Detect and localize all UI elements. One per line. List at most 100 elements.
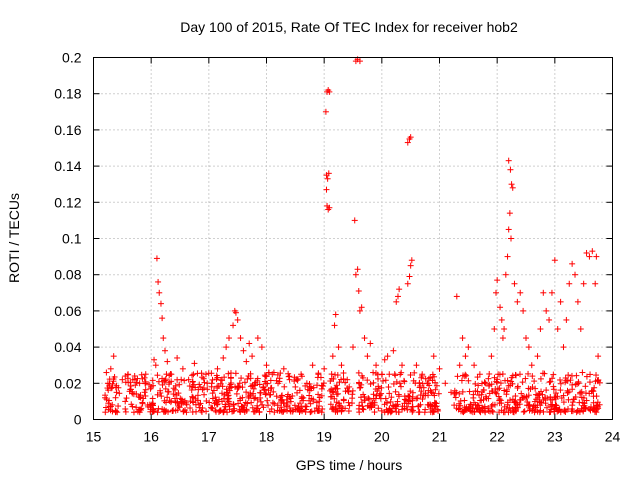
data-point bbox=[328, 371, 335, 378]
data-point bbox=[106, 403, 113, 410]
data-point bbox=[546, 379, 553, 386]
data-point bbox=[506, 210, 513, 217]
data-point bbox=[201, 379, 208, 386]
data-point bbox=[563, 316, 570, 323]
data-point bbox=[320, 380, 327, 387]
data-point bbox=[103, 369, 110, 376]
data-point bbox=[544, 395, 551, 402]
data-point bbox=[203, 397, 210, 404]
data-point bbox=[170, 391, 177, 398]
data-point bbox=[141, 374, 148, 381]
data-point bbox=[338, 362, 345, 369]
data-point bbox=[389, 402, 396, 409]
data-point bbox=[574, 298, 581, 305]
data-point bbox=[133, 404, 140, 411]
data-point bbox=[422, 375, 429, 382]
data-point bbox=[418, 388, 425, 395]
data-point bbox=[534, 353, 541, 360]
data-point bbox=[491, 374, 498, 381]
data-point bbox=[520, 307, 527, 314]
data-point bbox=[495, 393, 502, 400]
data-point bbox=[310, 384, 317, 391]
data-point bbox=[215, 383, 222, 390]
data-point bbox=[551, 394, 558, 401]
data-point bbox=[485, 375, 492, 382]
data-point bbox=[382, 377, 389, 384]
data-point bbox=[593, 253, 600, 260]
data-point bbox=[518, 390, 525, 397]
data-point bbox=[241, 379, 248, 386]
data-point bbox=[479, 404, 486, 411]
data-point bbox=[112, 409, 119, 416]
data-point bbox=[407, 371, 414, 378]
data-point bbox=[149, 377, 156, 384]
data-point bbox=[249, 404, 256, 411]
data-point bbox=[359, 403, 366, 410]
data-point bbox=[356, 409, 363, 416]
data-point bbox=[213, 399, 220, 406]
data-point bbox=[523, 402, 530, 409]
data-point bbox=[291, 402, 298, 409]
data-point bbox=[138, 371, 145, 378]
data-point bbox=[159, 315, 166, 322]
data-point bbox=[588, 403, 595, 410]
data-point bbox=[132, 382, 139, 389]
data-point bbox=[569, 399, 576, 406]
data-point bbox=[280, 365, 287, 372]
data-point bbox=[358, 372, 365, 379]
data-point bbox=[263, 362, 270, 369]
data-point bbox=[235, 384, 242, 391]
data-point bbox=[109, 380, 116, 387]
data-point bbox=[223, 344, 230, 351]
data-point bbox=[164, 394, 171, 401]
data-point bbox=[528, 362, 535, 369]
data-point bbox=[254, 335, 261, 342]
data-point bbox=[241, 402, 248, 409]
data-point bbox=[331, 322, 338, 329]
data-point bbox=[224, 396, 231, 403]
data-point bbox=[168, 371, 175, 378]
data-point bbox=[170, 407, 177, 414]
data-point bbox=[435, 390, 442, 397]
data-point bbox=[501, 387, 508, 394]
data-point bbox=[554, 326, 561, 332]
data-point bbox=[183, 409, 190, 416]
data-point bbox=[504, 401, 511, 408]
data-point bbox=[326, 88, 333, 95]
data-point bbox=[395, 409, 402, 416]
data-point bbox=[345, 408, 352, 415]
data-point bbox=[511, 280, 518, 287]
data-point bbox=[508, 181, 515, 188]
data-point bbox=[407, 134, 414, 141]
data-point bbox=[531, 378, 538, 385]
data-point bbox=[424, 401, 431, 408]
data-point bbox=[263, 390, 270, 397]
data-point bbox=[237, 335, 244, 342]
data-point bbox=[580, 280, 587, 287]
data-point bbox=[411, 369, 418, 376]
data-point bbox=[412, 380, 419, 387]
data-point bbox=[594, 377, 601, 384]
data-point bbox=[475, 382, 482, 389]
data-point bbox=[173, 391, 180, 398]
data-point bbox=[415, 403, 422, 410]
data-point bbox=[306, 380, 313, 387]
data-point bbox=[229, 408, 236, 415]
data-point bbox=[316, 394, 323, 401]
data-point bbox=[203, 408, 210, 415]
data-point bbox=[156, 289, 163, 296]
data-point bbox=[349, 387, 356, 394]
data-point bbox=[458, 377, 465, 384]
data-point bbox=[320, 383, 327, 390]
data-point bbox=[104, 380, 111, 387]
data-point bbox=[463, 372, 470, 379]
data-point bbox=[189, 372, 196, 379]
data-point bbox=[164, 358, 171, 365]
data-point bbox=[271, 400, 278, 407]
data-point bbox=[130, 391, 137, 398]
data-point bbox=[277, 407, 284, 414]
data-point bbox=[488, 403, 495, 410]
data-point bbox=[238, 403, 245, 410]
y-tick-label: 0.16 bbox=[54, 122, 81, 138]
